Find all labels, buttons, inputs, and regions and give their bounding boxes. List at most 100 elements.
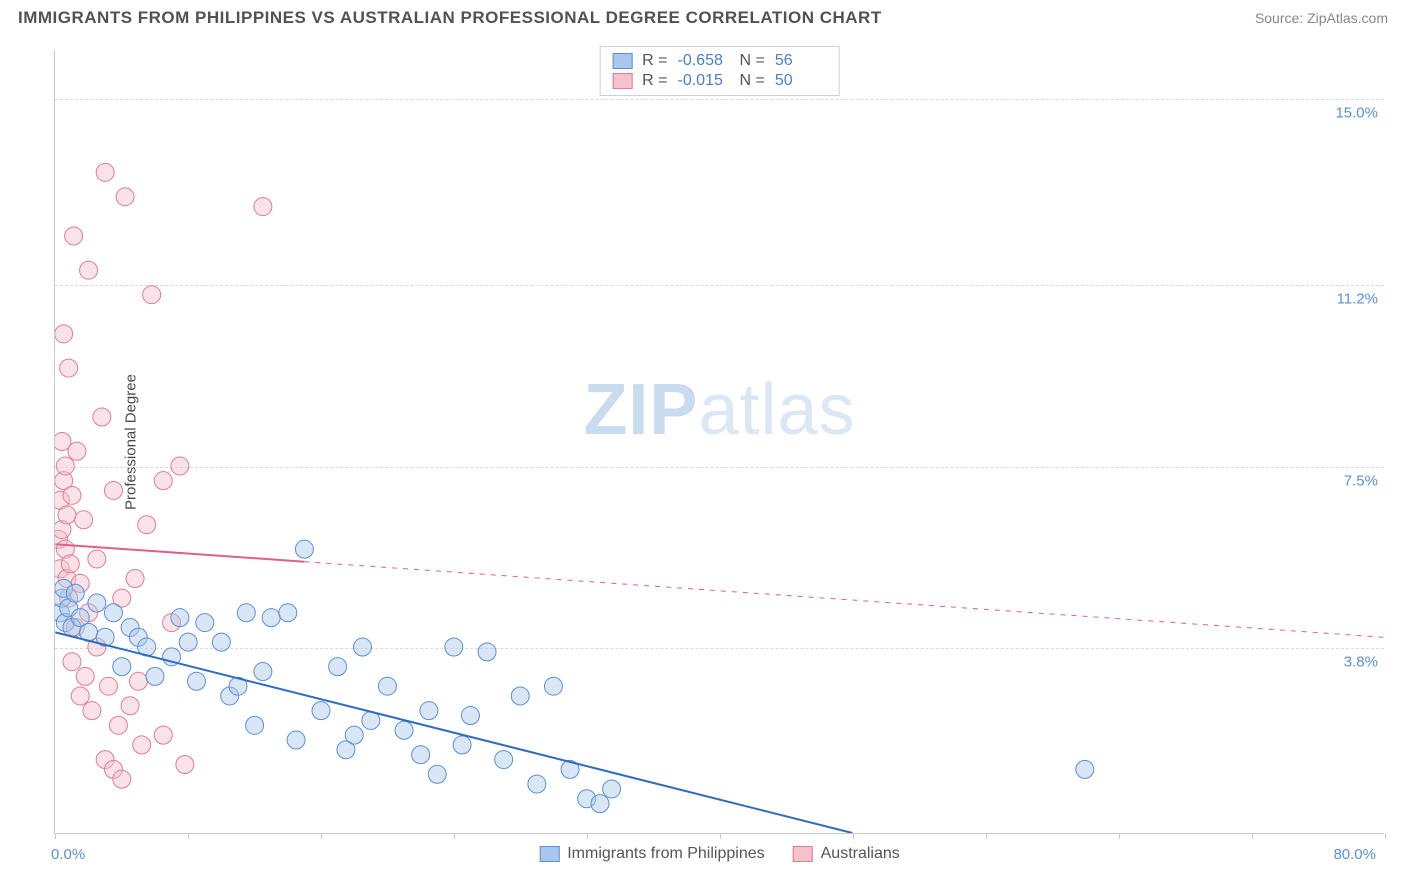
x-tick [454, 833, 455, 839]
data-point-philippines [461, 707, 479, 725]
swatch-australians [793, 846, 813, 862]
data-point-australians [61, 555, 79, 573]
data-point-philippines [179, 633, 197, 651]
data-point-philippines [603, 780, 621, 798]
data-point-australians [88, 550, 106, 568]
data-point-philippines [453, 736, 471, 754]
data-point-australians [254, 198, 272, 216]
data-point-australians [58, 506, 76, 524]
data-point-philippines [591, 795, 609, 813]
data-point-philippines [428, 765, 446, 783]
x-tick [321, 833, 322, 839]
plot-area: Professional Degree ZIPatlas R = -0.658 … [54, 50, 1384, 834]
x-tick [188, 833, 189, 839]
source-attribution: Source: ZipAtlas.com [1255, 10, 1388, 26]
swatch-philippines [612, 53, 632, 69]
data-point-australians [109, 716, 127, 734]
data-point-australians [138, 516, 156, 534]
data-point-australians [99, 677, 117, 695]
data-point-australians [93, 408, 111, 426]
data-point-australians [133, 736, 151, 754]
data-point-philippines [511, 687, 529, 705]
data-point-australians [121, 697, 139, 715]
data-point-australians [126, 570, 144, 588]
x-axis-min-label: 0.0% [51, 846, 85, 863]
chart-title: IMMIGRANTS FROM PHILIPPINES VS AUSTRALIA… [18, 8, 882, 28]
r-label: R = [642, 72, 667, 90]
data-point-philippines [262, 609, 280, 627]
data-point-philippines [312, 702, 330, 720]
legend-item-australians: Australians [793, 845, 900, 863]
data-point-philippines [146, 667, 164, 685]
data-point-philippines [66, 584, 84, 602]
r-label: R = [642, 52, 667, 70]
data-point-australians [96, 163, 114, 181]
data-point-philippines [420, 702, 438, 720]
data-point-australians [80, 261, 98, 279]
n-label: N = [740, 52, 765, 70]
data-point-australians [65, 227, 83, 245]
swatch-australians [612, 73, 632, 89]
x-tick [587, 833, 588, 839]
data-point-philippines [495, 751, 513, 769]
x-tick [720, 833, 721, 839]
legend-item-philippines: Immigrants from Philippines [539, 845, 764, 863]
data-point-australians [71, 687, 89, 705]
data-point-philippines [544, 677, 562, 695]
x-tick [1119, 833, 1120, 839]
data-point-philippines [113, 658, 131, 676]
data-point-philippines [187, 672, 205, 690]
legend-label-australians: Australians [821, 845, 900, 863]
trend-line-dashed-australians [304, 562, 1383, 638]
n-value-philippines: 56 [775, 52, 827, 70]
x-tick [853, 833, 854, 839]
x-axis-max-label: 80.0% [1333, 846, 1376, 863]
data-point-australians [83, 702, 101, 720]
data-point-philippines [295, 540, 313, 558]
data-point-australians [56, 457, 74, 475]
data-point-australians [75, 511, 93, 529]
data-point-philippines [412, 746, 430, 764]
legend-row-philippines: R = -0.658 N = 56 [612, 51, 827, 71]
r-value-australians: -0.015 [678, 72, 730, 90]
data-point-australians [176, 755, 194, 773]
data-point-philippines [171, 609, 189, 627]
chart-svg [55, 50, 1384, 833]
data-point-philippines [246, 716, 264, 734]
n-value-australians: 50 [775, 72, 827, 90]
data-point-philippines [445, 638, 463, 656]
legend-label-philippines: Immigrants from Philippines [567, 845, 764, 863]
data-point-australians [60, 359, 78, 377]
x-tick [986, 833, 987, 839]
data-point-philippines [196, 614, 214, 632]
data-point-australians [63, 486, 81, 504]
data-point-philippines [354, 638, 372, 656]
data-point-philippines [287, 731, 305, 749]
r-value-philippines: -0.658 [678, 52, 730, 70]
data-point-philippines [104, 604, 122, 622]
data-point-australians [154, 472, 172, 490]
data-point-philippines [378, 677, 396, 695]
data-point-philippines [345, 726, 363, 744]
n-label: N = [740, 72, 765, 90]
data-point-australians [63, 653, 81, 671]
data-point-philippines [254, 663, 272, 681]
data-point-philippines [279, 604, 297, 622]
data-point-australians [68, 442, 86, 460]
data-point-philippines [212, 633, 230, 651]
x-tick [1385, 833, 1386, 839]
data-point-philippines [528, 775, 546, 793]
data-point-australians [104, 481, 122, 499]
data-point-australians [55, 325, 73, 343]
data-point-australians [76, 667, 94, 685]
data-point-australians [143, 286, 161, 304]
legend-row-australians: R = -0.015 N = 50 [612, 71, 827, 91]
trend-line-philippines [55, 632, 852, 833]
data-point-philippines [88, 594, 106, 612]
data-point-australians [113, 770, 131, 788]
data-point-philippines [237, 604, 255, 622]
data-point-philippines [329, 658, 347, 676]
data-point-australians [129, 672, 147, 690]
data-point-philippines [1076, 760, 1094, 778]
series-legend: Immigrants from Philippines Australians [539, 845, 900, 863]
